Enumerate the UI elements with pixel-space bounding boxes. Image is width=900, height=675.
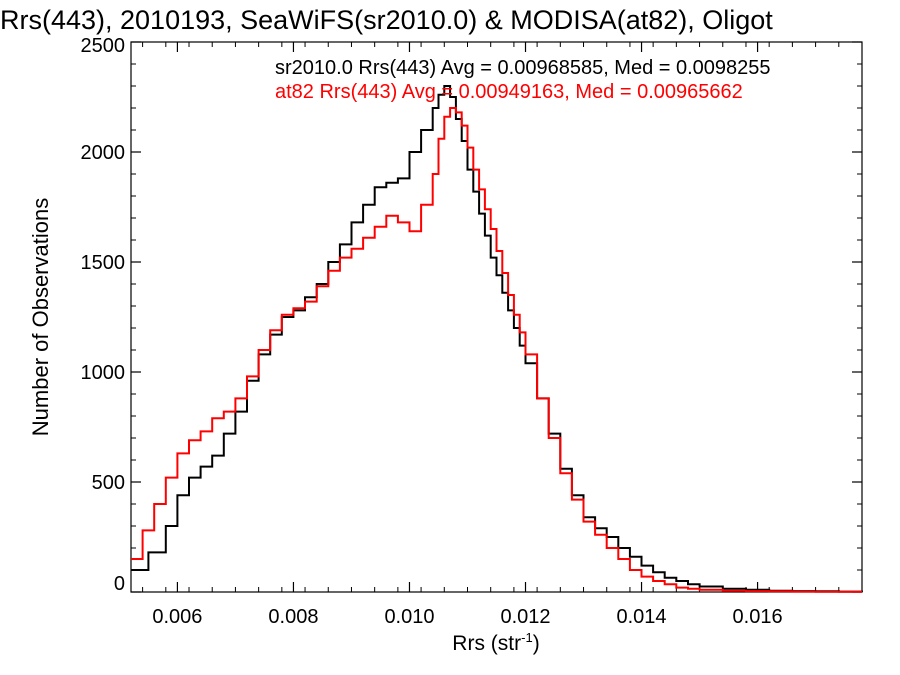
annotation-sr2010-stats: sr2010.0 Rrs(443) Avg = 0.00968585, Med … (275, 57, 771, 79)
x-tick-label: 0.012 (500, 606, 550, 628)
x-tick-label: 0.006 (152, 606, 202, 628)
y-tick-label: 1500 (81, 252, 126, 274)
x-axis-label-main: Rrs (str (452, 632, 521, 655)
y-tick-label: 500 (92, 472, 125, 494)
y-tick-label: 1000 (81, 362, 126, 384)
annotation-at82-stats: at82 Rrs(443) Avg = 0.00949163, Med = 0.… (275, 81, 743, 103)
x-tick-label: 0.008 (268, 606, 318, 628)
y-tick-label: 0 (114, 573, 125, 595)
x-axis-label-close: ) (533, 632, 540, 655)
chart-title: Rrs(443), 2010193, SeaWiFS(sr2010.0) & M… (0, 5, 773, 35)
x-tick-label: 0.014 (617, 606, 667, 628)
y-tick-label: 2500 (81, 35, 126, 57)
x-axis-label-superscript: -1 (521, 630, 533, 645)
x-tick-label: 0.016 (733, 606, 783, 628)
series-layer (131, 85, 863, 593)
y-axis-ticks: 0 500 1000 1500 2000 2500 (81, 35, 862, 595)
legend-annotations: sr2010.0 Rrs(443) Avg = 0.00968585, Med … (275, 57, 771, 103)
x-tick-label: 0.010 (384, 606, 434, 628)
series-line-at82 (131, 107, 862, 593)
x-axis-label: Rrs (str-1) (452, 630, 539, 655)
y-axis-label: Number of Observations (28, 198, 53, 436)
plot-area-frame (130, 41, 863, 593)
series-line-sr2010 (131, 85, 863, 593)
y-tick-label: 2000 (81, 142, 126, 164)
x-axis-ticks: 0.006 0.008 0.010 0.012 0.014 0.016 (142, 42, 840, 628)
